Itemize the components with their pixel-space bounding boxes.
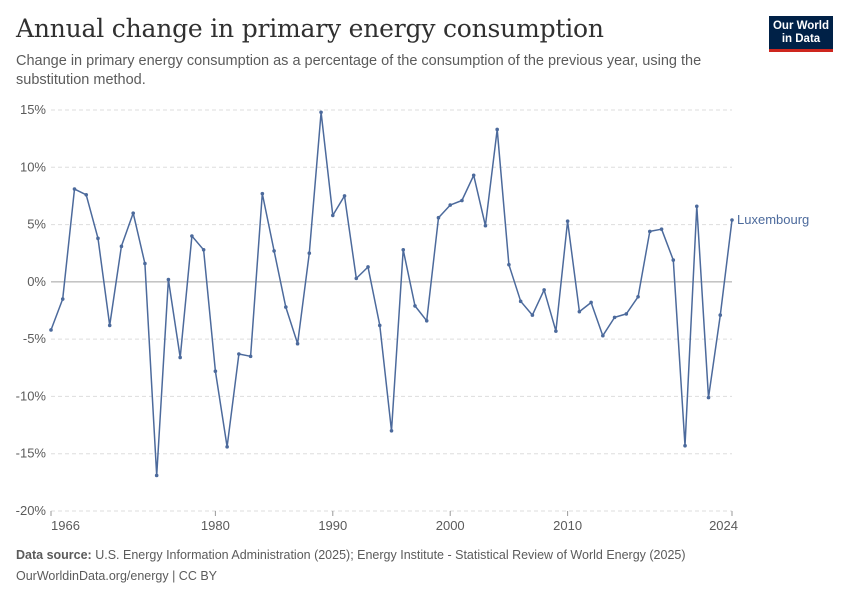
data-point <box>319 110 323 115</box>
data-point <box>366 265 370 269</box>
source-label: Data source: <box>16 548 92 562</box>
data-point <box>284 305 288 309</box>
data-point <box>730 218 734 222</box>
data-point <box>648 229 652 234</box>
data-point <box>495 127 499 132</box>
data-point <box>589 300 593 305</box>
x-tick-label: 1966 <box>51 518 80 533</box>
data-point <box>272 249 276 253</box>
data-point <box>330 213 335 218</box>
series-label: Luxembourg <box>737 212 809 227</box>
logo-line-2: in Data <box>781 33 821 45</box>
data-point <box>601 333 605 338</box>
data-point <box>636 294 640 299</box>
x-tick-label: 2024 <box>709 518 738 533</box>
y-tick-label: 0% <box>27 274 46 289</box>
data-point <box>413 304 417 308</box>
data-point <box>530 313 535 317</box>
data-point <box>671 258 676 262</box>
chart-title: Annual change in primary energy consumpt… <box>16 14 604 43</box>
data-point <box>190 234 194 238</box>
data-point <box>683 443 687 448</box>
y-tick-label: 10% <box>20 159 46 174</box>
data-point <box>49 328 53 332</box>
data-point <box>178 355 182 360</box>
data-point <box>401 247 406 252</box>
data-point <box>718 313 723 317</box>
data-point <box>624 312 629 316</box>
data-point <box>659 227 664 231</box>
data-point <box>201 247 206 252</box>
data-point <box>143 261 147 266</box>
data-point <box>213 369 218 374</box>
data-point <box>694 204 699 209</box>
data-point <box>483 223 488 228</box>
x-tick-label: 2010 <box>553 518 582 533</box>
credit-line[interactable]: OurWorldinData.org/energy | CC BY <box>16 569 218 583</box>
data-point <box>119 244 124 249</box>
data-point <box>248 354 253 359</box>
data-point <box>565 219 570 223</box>
chart-subtitle: Change in primary energy consumption as … <box>16 53 702 88</box>
source-text[interactable]: U.S. Energy Information Administration (… <box>95 548 686 562</box>
y-tick-label: -20% <box>16 503 47 518</box>
y-tick-label: 5% <box>27 217 46 232</box>
data-point <box>377 323 382 328</box>
data-point <box>448 203 453 207</box>
data-point <box>84 192 89 197</box>
data-point <box>542 288 546 292</box>
data-point <box>460 198 464 203</box>
data-point <box>518 299 523 304</box>
data-point <box>131 211 135 215</box>
series-line <box>50 111 733 477</box>
owid-logo[interactable]: Our World in Data <box>769 16 833 52</box>
data-point <box>154 473 159 478</box>
x-tick-label: 1990 <box>318 518 347 533</box>
data-point <box>424 319 429 323</box>
y-tick-label: -15% <box>16 446 47 461</box>
x-tick-label: 2000 <box>436 518 465 533</box>
data-point <box>436 215 441 220</box>
data-point <box>342 194 347 198</box>
y-tick-label: -10% <box>16 388 47 403</box>
data-point <box>389 429 394 433</box>
data-point <box>260 191 265 196</box>
data-point <box>295 341 300 346</box>
data-point <box>577 309 582 314</box>
y-tick-label: 15% <box>20 102 46 117</box>
data-point <box>354 276 359 281</box>
data-point <box>554 329 558 333</box>
data-point <box>225 445 229 449</box>
x-tick-label: 1980 <box>201 518 230 533</box>
data-point <box>307 251 312 256</box>
logo-line-1: Our World <box>772 20 829 32</box>
data-point <box>166 277 171 282</box>
data-point <box>96 236 100 241</box>
data-point <box>237 352 241 356</box>
data-point <box>706 395 711 400</box>
data-point <box>72 187 77 191</box>
data-point <box>507 262 511 267</box>
data-point <box>107 323 112 328</box>
data-source: Data source: U.S. Energy Information Adm… <box>16 548 686 562</box>
data-point <box>60 297 65 301</box>
line-chart: -20% -15% -10% -5% 0% 5% 10% 15% 1966 1980 1990 200… <box>16 102 810 533</box>
data-point <box>612 315 617 320</box>
data-point <box>471 173 476 178</box>
y-tick-label: -5% <box>23 331 47 346</box>
